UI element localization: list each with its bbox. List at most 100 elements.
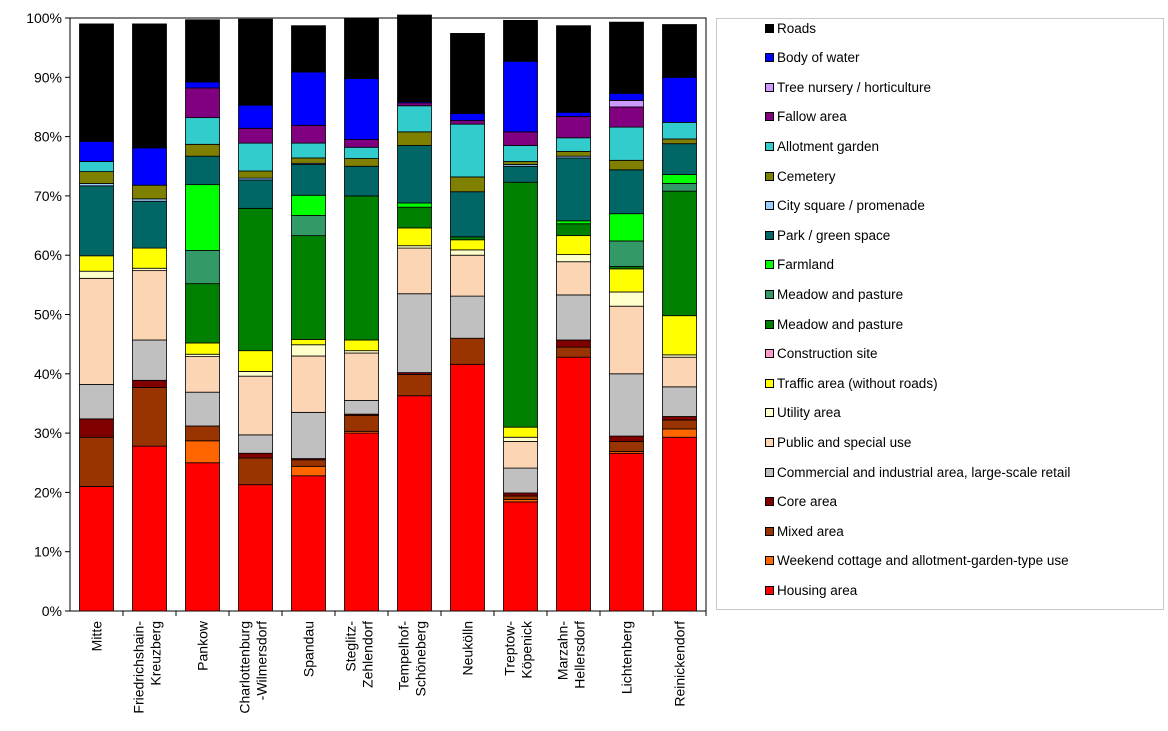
bar-segment-1-14 — [132, 184, 167, 200]
bar-segment-6-0 — [397, 395, 432, 612]
legend-swatch — [765, 437, 774, 447]
bar-segment-5-15 — [344, 146, 379, 159]
legend-label: Cemetery — [777, 168, 836, 184]
bar-segment-0-7 — [79, 255, 114, 272]
legend-swatch — [765, 201, 774, 211]
legend-swatch — [765, 467, 774, 477]
bar-segment-8-9 — [503, 181, 538, 428]
bar-segment-4-11 — [291, 194, 326, 216]
y-tick-label: 50% — [34, 307, 62, 323]
bar-segment-3-2 — [238, 457, 273, 486]
legend-swatch — [765, 319, 774, 329]
legend-swatch — [765, 260, 774, 270]
bar-segment-11-2 — [662, 419, 697, 430]
y-tick-label: 70% — [34, 188, 62, 204]
bar-segment-10-0 — [609, 452, 644, 612]
bar-segment-8-6 — [503, 436, 538, 442]
bar-segment-3-15 — [238, 142, 273, 172]
bar-segment-8-16 — [503, 131, 538, 146]
legend-label: Mixed area — [777, 523, 844, 539]
legend-label: Farmland — [777, 257, 835, 273]
legend — [716, 18, 1164, 610]
bar-segment-0-0 — [79, 486, 114, 612]
bar-segment-1-0 — [132, 445, 167, 612]
bar-segment-0-14 — [79, 171, 114, 184]
y-tick-label: 100% — [26, 10, 62, 26]
bar-segment-0-12 — [79, 185, 114, 257]
bar-segment-2-5 — [185, 356, 220, 393]
bar-segment-3-0 — [238, 484, 273, 612]
legend-swatch — [765, 408, 774, 418]
bar-segment-7-0 — [450, 363, 485, 612]
legend-item: Body of water — [765, 48, 860, 68]
bar-segment-10-4 — [609, 373, 644, 437]
x-category-label: Tempelhof-Schöneberg — [396, 621, 429, 697]
bar-segment-10-10 — [609, 240, 644, 267]
x-category-label: Reinickendorf — [672, 621, 688, 707]
bar-segment-8-0 — [503, 501, 538, 612]
y-tick-label: 80% — [34, 129, 62, 145]
bar-segment-7-16 — [450, 120, 485, 125]
bar-segment-6-12 — [397, 145, 432, 204]
legend-label: Housing area — [777, 582, 858, 598]
legend-label: Commercial and industrial area, large-sc… — [777, 464, 1071, 480]
legend-swatch — [765, 556, 774, 566]
legend-item: Meadow and pasture — [765, 284, 903, 304]
x-category-label: Friedrichshain-Kreuzberg — [131, 621, 164, 714]
bar-segment-7-12 — [450, 191, 485, 238]
legend-label: Meadow and pasture — [777, 316, 904, 332]
x-category-label: Steglitz-Zehlendorf — [343, 621, 376, 688]
bar-segment-2-14 — [185, 143, 220, 157]
legend-label: Allotment garden — [777, 138, 880, 154]
bar-segment-2-9 — [185, 283, 220, 344]
bar-segment-6-16 — [397, 102, 432, 107]
bar-segment-3-3 — [238, 452, 273, 459]
bar-segment-11-4 — [662, 386, 697, 417]
bar-segment-11-11 — [662, 174, 697, 184]
bar-segment-5-0 — [344, 432, 379, 612]
legend-swatch — [765, 141, 774, 151]
bar-segment-10-2 — [609, 441, 644, 452]
bar-segment-0-5 — [79, 277, 114, 385]
bar-segment-6-7 — [397, 227, 432, 247]
legend-item: Utility area — [765, 403, 841, 423]
bar-segment-8-14 — [503, 161, 538, 165]
bar-segment-6-5 — [397, 247, 432, 295]
legend-item: Roads — [765, 18, 816, 38]
bar-segment-9-19 — [556, 25, 591, 113]
bar-segment-3-6 — [238, 371, 273, 377]
bar-segment-9-7 — [556, 235, 591, 256]
bar-segment-10-17 — [609, 100, 644, 108]
legend-swatch — [765, 378, 774, 388]
bar-segment-9-3 — [556, 339, 591, 348]
y-tick-label: 90% — [34, 69, 62, 85]
bar-segment-5-16 — [344, 139, 379, 148]
bar-segment-4-14 — [291, 157, 326, 164]
bar-segment-1-7 — [132, 247, 167, 269]
bar-segment-0-3 — [79, 418, 114, 438]
bar-segment-2-2 — [185, 425, 220, 442]
legend-item: Fallow area — [765, 107, 847, 127]
stacked-bar-chart: 0% 10% 20% 30% 40% 50% 60% 70% 80% 90% 100% Mitte Fr… — [26, 10, 707, 714]
bar-segment-10-5 — [609, 305, 644, 375]
bar-segment-6-11 — [397, 202, 432, 208]
x-category-label: Spandau — [301, 621, 317, 677]
bar-segment-2-12 — [185, 155, 220, 186]
legend-swatch — [765, 53, 774, 63]
x-category-label: Neukölln — [460, 621, 476, 675]
bar-segment-9-11 — [556, 220, 591, 225]
bar-segment-10-19 — [609, 21, 644, 94]
bar-segment-9-18 — [556, 111, 591, 117]
bar-segment-4-16 — [291, 124, 326, 144]
y-tick-label: 0% — [42, 603, 62, 619]
bar-segment-2-11 — [185, 184, 220, 251]
bar-segment-3-14 — [238, 170, 273, 179]
legend-label: Park / green space — [777, 227, 891, 243]
bar-segment-11-10 — [662, 183, 697, 192]
bar-segment-7-5 — [450, 254, 485, 297]
bar-segment-10-11 — [609, 213, 644, 242]
bar-segment-7-14 — [450, 176, 485, 193]
bar-segment-9-2 — [556, 346, 591, 358]
bar-segment-11-3 — [662, 416, 697, 421]
bar-segment-1-4 — [132, 339, 167, 381]
